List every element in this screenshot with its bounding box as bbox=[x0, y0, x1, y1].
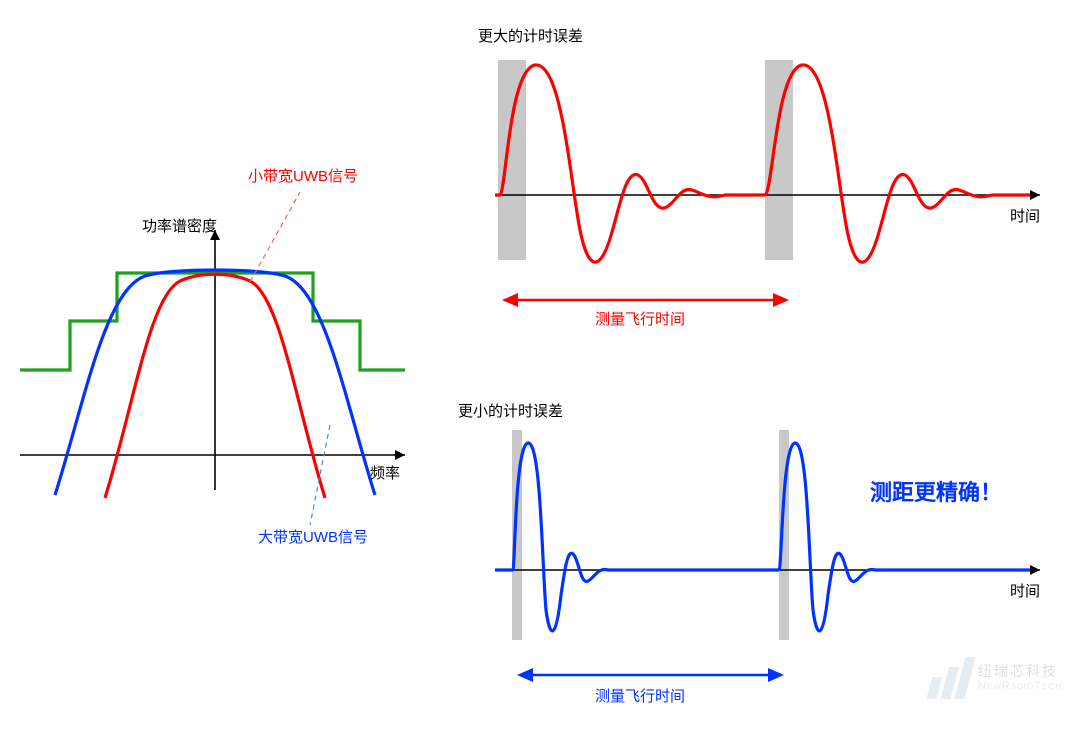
watermark-logo: 纽瑞芯科技 NewRadioTech bbox=[932, 657, 1062, 699]
blue-pulse-1 bbox=[495, 443, 779, 631]
blue-pulse-2 bbox=[779, 443, 1030, 631]
freq-axis-label: 频率 bbox=[370, 462, 400, 483]
small-bw-label: 小带宽UWB信号 bbox=[248, 165, 358, 186]
red-leader bbox=[250, 192, 300, 282]
accuracy-label: 测距更精确！ bbox=[870, 475, 1002, 507]
bottom-measure-label: 测量飞行时间 bbox=[595, 685, 685, 706]
timing-band-1 bbox=[498, 60, 526, 260]
spectrum-chart bbox=[0, 0, 420, 540]
top-measure-label: 测量飞行时间 bbox=[595, 308, 685, 329]
top-pulse-chart bbox=[440, 10, 1060, 330]
blue-leader bbox=[310, 425, 330, 525]
tof-arrow-red bbox=[502, 293, 789, 307]
timing-band-2 bbox=[765, 60, 793, 260]
watermark-en: NewRadioTech bbox=[978, 680, 1062, 692]
top-time-label: 时间 bbox=[1010, 205, 1040, 226]
red-pulse-1 bbox=[495, 65, 765, 262]
bottom-title: 更小的计时误差 bbox=[458, 400, 563, 421]
tof-arrow-blue bbox=[517, 668, 784, 682]
green-mask bbox=[20, 273, 405, 370]
watermark-cn: 纽瑞芯科技 bbox=[978, 664, 1062, 679]
top-title: 更大的计时误差 bbox=[478, 25, 583, 46]
red-pulse-2 bbox=[765, 65, 1030, 262]
psd-axis-label: 功率谱密度 bbox=[142, 215, 217, 236]
bottom-time-label: 时间 bbox=[1010, 580, 1040, 601]
large-bw-label: 大带宽UWB信号 bbox=[258, 526, 368, 547]
